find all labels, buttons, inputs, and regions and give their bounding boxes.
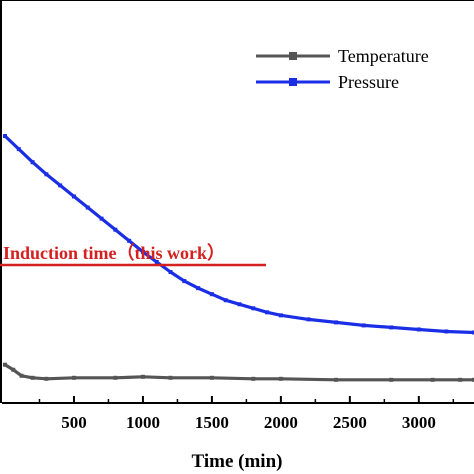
temperature-point (3, 362, 7, 367)
x-tick-label: 3000 (402, 413, 436, 432)
pressure-point (361, 323, 366, 328)
temperature-point (30, 375, 35, 380)
x-tick-label: 1500 (195, 413, 229, 432)
pressure-point (196, 286, 201, 291)
pressure-point (389, 325, 394, 330)
temperature-point (11, 367, 16, 372)
pressure-line (3, 134, 474, 335)
pressure-point (265, 310, 270, 315)
pressure-point (71, 194, 76, 199)
temperature-point (113, 375, 118, 380)
pressure-point (113, 227, 118, 232)
pressure-point (154, 259, 159, 264)
temperature-point (472, 377, 474, 382)
pressure-point (334, 320, 339, 325)
x-tick-label: 2000 (264, 413, 298, 432)
temperature-point (209, 375, 214, 380)
legend-temperature-label: Temperature (338, 46, 429, 66)
temperature-point (140, 374, 145, 379)
temperature-point (19, 373, 24, 378)
temperature-point (71, 375, 76, 380)
pressure-point (472, 330, 474, 335)
series-layer (3, 134, 474, 382)
legend-pressure-marker (289, 78, 297, 86)
pressure-point (416, 327, 421, 332)
pressure-point (278, 313, 283, 318)
pressure-point (140, 249, 145, 254)
x-axis: 500100015002000250030003 (38, 396, 455, 432)
pressure-point (99, 216, 104, 221)
legend-pressure-label: Pressure (338, 72, 399, 92)
pressure-point (3, 134, 7, 139)
pressure-point (44, 172, 49, 177)
annotation-label: Induction time（this work） (3, 243, 225, 263)
pressure-point (223, 298, 228, 303)
temperature-point (389, 377, 394, 382)
pressure-point (16, 147, 21, 152)
x-tick-label: 2500 (333, 413, 367, 432)
pressure-point (306, 317, 311, 322)
pressure-point (209, 292, 214, 297)
temperature-point (278, 376, 283, 381)
temperature-point (458, 377, 463, 382)
pressure-point (168, 270, 173, 275)
temperature-point (334, 377, 339, 382)
legend-temperature-marker (289, 52, 297, 60)
annotation: Induction time（this work） (0, 243, 266, 267)
x-tick-label: 500 (61, 413, 87, 432)
pressure-point (251, 306, 256, 311)
pressure-point (58, 183, 63, 188)
pressure-point (182, 279, 187, 284)
pressure-point (237, 302, 242, 307)
pressure-point (444, 329, 449, 334)
plot-frame (0, 0, 474, 404)
pressure-point (30, 160, 35, 165)
pressure-point (85, 205, 90, 210)
x-axis-title: Time (min) (192, 451, 283, 472)
temperature-point (44, 376, 49, 381)
pressure-point (127, 238, 132, 243)
temperature-point (251, 376, 256, 381)
temperature-point (168, 375, 173, 380)
temperature-point (430, 377, 435, 382)
legend: Temperature Pressure (256, 46, 429, 92)
x-tick-label: 1000 (126, 413, 160, 432)
